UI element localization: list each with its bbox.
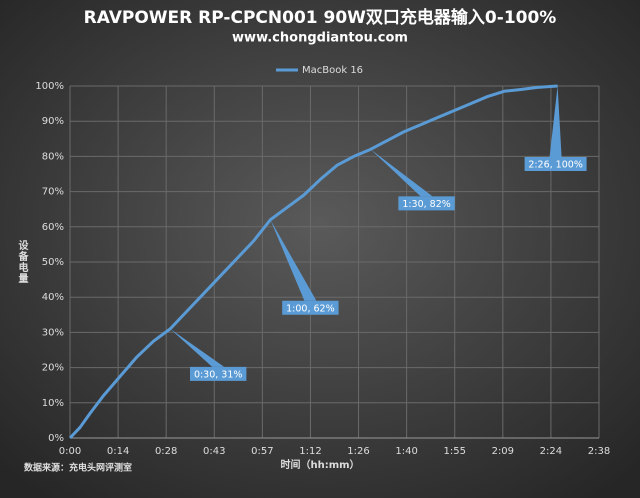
y-tick-label: 40% xyxy=(42,292,64,303)
chart-subtitle: www.chongdiantou.com xyxy=(232,31,408,46)
callout-box xyxy=(189,366,247,381)
data-label: 0:30, 31% xyxy=(194,369,243,380)
series-line xyxy=(68,84,558,440)
x-tick-label: 0:00 xyxy=(59,446,81,457)
x-tick-label: 0:14 xyxy=(107,446,129,457)
x-tick-label: 1:26 xyxy=(347,446,369,457)
callout-box xyxy=(524,157,587,171)
chart-title: RAVPOWER RP-CPCN001 90W双口充电器输入0-100% xyxy=(84,7,557,28)
x-tick-label: 1:40 xyxy=(395,446,417,457)
callout-pointer xyxy=(170,328,225,367)
x-tick-label: 1:55 xyxy=(443,446,465,457)
x-tick-label: 0:43 xyxy=(203,446,225,457)
y-tick-label: 20% xyxy=(42,363,64,374)
x-tick-label: 2:09 xyxy=(492,446,514,457)
callout-box xyxy=(398,196,455,211)
y-tick-label: 0% xyxy=(48,433,64,444)
x-tick-label: 2:38 xyxy=(588,446,610,457)
y-tick-label: 100% xyxy=(35,81,64,92)
callout-pointer xyxy=(549,86,562,157)
x-tick-label: 1:12 xyxy=(299,446,321,457)
data-label: 1:00, 62% xyxy=(286,303,335,314)
callout-box xyxy=(282,300,339,315)
callout-pointer xyxy=(370,149,433,197)
callout-pointer xyxy=(270,219,317,301)
y-tick-label: 70% xyxy=(42,187,64,198)
x-tick-label: 0:57 xyxy=(251,446,273,457)
x-tick-label: 2:24 xyxy=(540,446,562,457)
y-tick-label: 30% xyxy=(42,327,64,338)
y-tick-label: 50% xyxy=(42,257,64,268)
x-axis-label: 时间（hh:mm） xyxy=(280,458,359,471)
source-note: 数据来源：充电头网评测室 xyxy=(24,462,132,474)
y-tick-label: 80% xyxy=(42,151,64,162)
legend-label: MacBook 16 xyxy=(302,65,363,76)
y-tick-label: 10% xyxy=(42,398,64,409)
data-label: 2:26, 100% xyxy=(528,160,583,171)
data-label: 1:30, 82% xyxy=(402,199,451,210)
x-tick-label: 0:28 xyxy=(155,446,177,457)
y-tick-label: 90% xyxy=(42,116,64,127)
y-axis-label: 设备电量 xyxy=(16,239,29,284)
y-tick-label: 60% xyxy=(42,222,64,233)
